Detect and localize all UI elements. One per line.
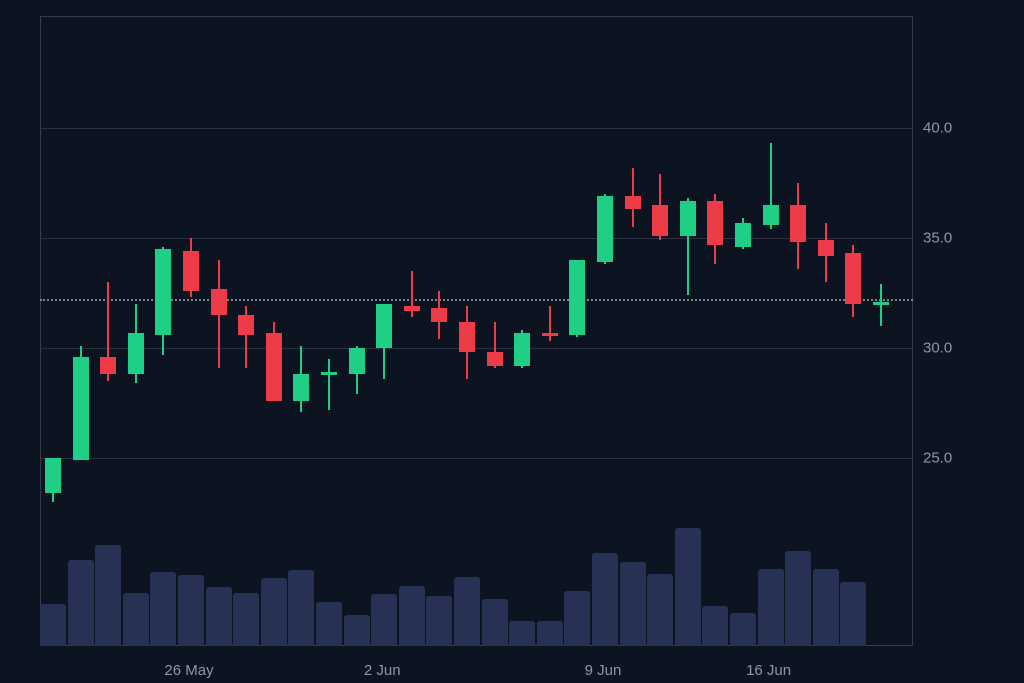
candle-wick [328,359,330,410]
candle-down[interactable] [238,315,255,335]
candle-up[interactable] [45,458,61,494]
candle-wick [107,282,110,381]
volume-bar [509,621,536,646]
candle-up[interactable] [679,200,696,236]
candle-up[interactable] [514,332,531,366]
candle-wick [493,321,496,368]
volume-bar [316,602,342,646]
candle-down[interactable] [845,253,862,304]
grid-line [40,128,913,129]
volume-bar [592,553,618,646]
candle-wick [686,198,689,296]
candle-up[interactable] [72,356,89,461]
last-price-line [40,298,913,301]
volume-bar [674,528,701,646]
grid-line [40,348,913,349]
volume-bar [233,593,260,646]
y-tick-label: 40.0 [923,119,953,137]
x-tick-label: 2 Jun [363,662,401,679]
candle-down[interactable] [486,352,503,366]
candle-up[interactable] [873,301,889,305]
volume-bar [840,582,867,646]
y-tick-label: 30.0 [923,339,953,357]
candle-up[interactable] [127,332,144,375]
candle-down[interactable] [210,288,227,315]
candle-up[interactable] [293,374,310,401]
volume-bar [454,577,480,646]
candle-down[interactable] [100,356,117,375]
candle-down[interactable] [817,240,834,256]
volume-bar [647,574,674,646]
candle-wick [245,306,248,368]
volume-bar [426,596,453,646]
candle-up[interactable] [348,348,365,375]
candle-down[interactable] [707,200,724,245]
volume-bar [371,594,398,646]
volume-bar [398,586,425,646]
volume-bar [757,569,784,646]
candle-wick [769,143,772,230]
volume-bar [205,587,232,646]
grid-line [40,238,913,239]
volume-bar [67,560,94,646]
candle-down[interactable] [265,332,282,401]
volume-bar [95,545,122,646]
candle-up[interactable] [597,196,613,263]
volume-bar [122,593,149,646]
y-tick-label: 35.0 [923,229,953,247]
volume-bar [564,591,591,646]
candle-down[interactable] [624,196,641,210]
candle-up[interactable] [155,249,172,335]
volume-bar [730,613,756,646]
candle-down[interactable] [431,308,448,322]
volume-bar [785,551,812,646]
y-tick-label: 25.0 [923,449,953,467]
candle-wick [880,284,882,326]
candle-up[interactable] [762,205,779,225]
candle-up[interactable] [735,222,751,247]
volume-bar [812,569,839,646]
x-tick-label: 26 May [164,662,214,679]
volume-bar [536,621,563,646]
volume-bar [150,572,177,646]
candle-down[interactable] [183,251,199,291]
candle-down[interactable] [790,205,807,243]
candle-up[interactable] [569,260,586,335]
x-tick-label: 16 Jun [746,662,792,679]
volume-bar [40,604,66,646]
candle-down[interactable] [403,306,420,311]
volume-bar [178,575,204,646]
volume-bar [702,606,729,646]
candle-up[interactable] [321,372,337,376]
x-tick-label: 9 Jun [584,662,622,679]
candle-down[interactable] [541,332,558,336]
candle-wick [410,271,413,318]
candle-up[interactable] [376,304,393,348]
volume-bar [260,578,287,646]
grid-line [40,458,913,459]
candle-wick [548,306,551,342]
candle-down[interactable] [459,321,475,353]
volume-bar [619,562,646,646]
volume-bar [288,570,315,646]
volume-bar [481,599,508,646]
volume-bar [343,615,370,646]
candle-down[interactable] [652,205,669,236]
